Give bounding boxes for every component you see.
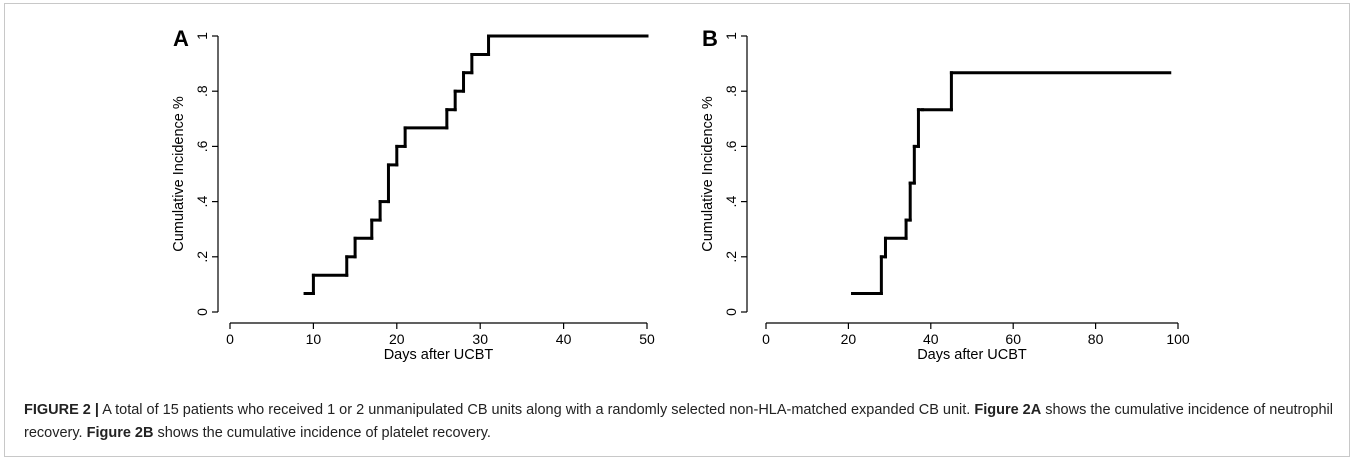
y-tick-label: 1 — [194, 32, 210, 40]
x-tick-label: 0 — [226, 331, 234, 347]
x-axis-label: Days after UCBT — [384, 347, 494, 363]
y-tick-label: 0 — [194, 308, 210, 316]
x-tick-label: 80 — [1088, 331, 1104, 347]
y-tick-label: .8 — [723, 85, 739, 97]
y-axis-label: Cumulative Incidence % — [700, 96, 716, 252]
figure-caption: FIGURE 2 | A total of 15 patients who re… — [24, 399, 1334, 445]
figure-frame — [4, 3, 1350, 457]
caption-text-2: shows the cumulative incidence of neutro… — [24, 402, 1333, 441]
x-axis-label: Days after UCBT — [917, 347, 1027, 363]
caption-ref-figure-2a[interactable]: Figure 2A — [974, 402, 1042, 418]
x-tick-label: 40 — [556, 331, 572, 347]
y-tick-label: 0 — [723, 308, 739, 316]
caption-label: FIGURE 2 | — [24, 402, 99, 418]
x-tick-label: 60 — [1005, 331, 1021, 347]
y-tick-label: .6 — [723, 140, 739, 152]
x-tick-label: 30 — [472, 331, 488, 347]
y-tick-label: .2 — [194, 251, 210, 263]
y-tick-label: .6 — [194, 140, 210, 152]
panel-b-chart: 0 .2 .4 .6 .8 1 0 20 40 60 80 100 Days after UCBT Cum… — [700, 26, 1190, 363]
caption-ref-figure-2b[interactable]: Figure 2B — [86, 425, 154, 441]
x-tick-label: 50 — [639, 331, 655, 347]
x-tick-label: 20 — [389, 331, 405, 347]
x-tick-label: 10 — [306, 331, 322, 347]
y-tick-label: 1 — [723, 32, 739, 40]
panel-label: A — [173, 26, 189, 51]
y-tick-label: .2 — [723, 251, 739, 263]
panel-label: B — [702, 26, 718, 51]
y-tick-label: .4 — [194, 196, 210, 208]
x-tick-label: 0 — [762, 331, 770, 347]
x-tick-label: 20 — [841, 331, 857, 347]
x-tick-label: 40 — [923, 331, 939, 347]
x-tick-label: 100 — [1166, 331, 1190, 347]
caption-text-1: A total of 15 patients who received 1 or… — [98, 402, 975, 418]
y-tick-label: .8 — [194, 85, 210, 97]
y-axis-label: Cumulative Incidence % — [171, 96, 187, 252]
caption-text-3: shows the cumulative incidence of platel… — [153, 425, 491, 441]
y-tick-label: .4 — [723, 196, 739, 208]
